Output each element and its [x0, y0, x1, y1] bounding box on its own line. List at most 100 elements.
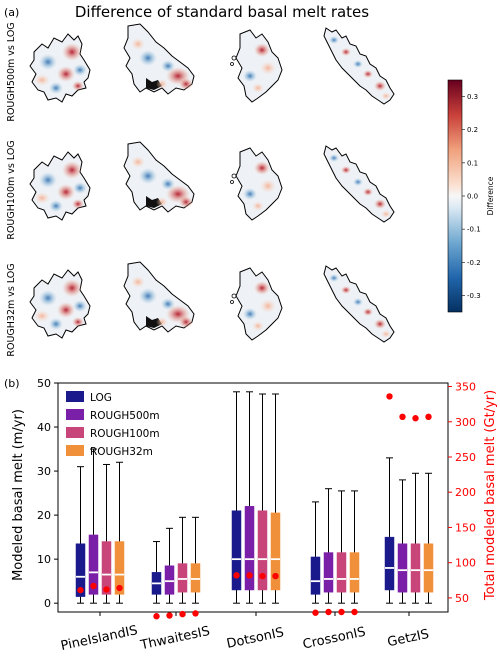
- box-log-dotsonis: [231, 391, 242, 604]
- box-rough100m-thwaitesis: [177, 516, 188, 618]
- box-iqr: [244, 506, 255, 591]
- box-iqr: [384, 536, 395, 591]
- panel-a-label: (a): [4, 6, 19, 19]
- box-rough500m-dotsonis: [244, 391, 255, 604]
- y-axis-label: Modeled basal melt (m/yr): [11, 409, 26, 581]
- y2-axis-label: Total modeled basal melt (Gt/yr): [483, 390, 498, 601]
- y-tick-label: 30: [37, 465, 51, 478]
- box-log-pineislandis: [75, 466, 86, 604]
- box-iqr: [423, 543, 434, 593]
- y2-tick-label: 150: [455, 521, 476, 534]
- row-label-rough32m: ROUGH32m vs LOG: [6, 263, 17, 356]
- colorbar-tick-label: 0.3: [467, 93, 478, 101]
- box-rough500m-getzis: [397, 413, 408, 604]
- map-grid: [29, 23, 395, 343]
- map-getz-row2: [323, 145, 395, 223]
- map-pineisland-row2: [29, 151, 91, 221]
- box-rough100m-dotsonis: [257, 393, 268, 604]
- legend-swatch: [66, 445, 84, 456]
- total-melt-point: [192, 610, 199, 617]
- box-iqr: [410, 543, 421, 593]
- y2-tick-label: 250: [455, 451, 476, 464]
- box-rough32m-thwaitesis: [190, 516, 201, 617]
- map-thwaites-row3: [123, 261, 195, 333]
- box-rough100m-pineislandis: [101, 463, 112, 604]
- box-iqr: [114, 541, 125, 595]
- total-melt-point: [77, 586, 84, 594]
- box-rough32m-dotsonis: [270, 393, 281, 604]
- box-rough100m-getzis: [410, 415, 421, 604]
- box-rough500m-crossonis: [323, 488, 334, 616]
- map-thwaites-row1: [123, 23, 195, 95]
- x-tick-label: CrossonIS: [301, 625, 367, 653]
- x-tick-label: GetzIS: [386, 627, 430, 650]
- total-melt-point: [153, 613, 160, 620]
- legend-label: ROUGH32m: [90, 446, 153, 458]
- panel-b: (b) 0 10 20 30 40 50 50 100 150 200 250 300 350 PineI…: [4, 377, 498, 654]
- panel-a: (a) Difference of standard basal melt ra…: [4, 3, 495, 357]
- colorbar-tick-label: 0.1: [467, 159, 478, 167]
- box-rough500m-thwaitesis: [164, 527, 175, 619]
- legend-label: ROUGH500m: [90, 410, 160, 422]
- box-iqr: [310, 556, 321, 595]
- box-iqr: [397, 543, 408, 593]
- plot-frame: [57, 382, 449, 613]
- box-rough500m-pineislandis: [88, 448, 99, 604]
- y-tick-label: 50: [37, 377, 51, 390]
- y-tick-label: 10: [37, 553, 51, 566]
- total-melt-point: [325, 608, 332, 616]
- total-melt-point: [399, 413, 406, 421]
- map-pineisland-row3: [29, 269, 91, 339]
- total-melt-point: [259, 572, 266, 580]
- colorbar-tick-label: -0.3: [467, 292, 481, 300]
- legend-label: ROUGH100m: [90, 428, 160, 440]
- box-iqr: [336, 552, 347, 593]
- total-melt-point: [272, 572, 279, 580]
- box-iqr: [75, 543, 86, 597]
- colorbar-tick-label: -0.1: [467, 226, 481, 234]
- map-thwaites-row2: [123, 141, 195, 213]
- box-log-getzis: [384, 393, 395, 604]
- box-iqr: [190, 563, 201, 593]
- x-tick-label: ThwaitesIS: [138, 624, 211, 654]
- colorbar-tick-label: 0.2: [467, 126, 478, 134]
- colorbar: 0.3 0.2 0.1 0.0 -0.1 -0.2 -0.3 Difference: [447, 79, 495, 313]
- colorbar-tick-label: 0.0: [467, 193, 478, 201]
- box-log-thwaitesis: [151, 541, 162, 620]
- total-melt-point: [312, 609, 319, 616]
- colorbar-tick-label: -0.2: [467, 259, 481, 267]
- legend-label: LOG: [90, 392, 112, 404]
- box-iqr: [323, 552, 334, 593]
- y-tick-label: 20: [37, 509, 51, 522]
- total-melt-point: [116, 584, 123, 592]
- row-label-rough500m: ROUGH500m vs LOG: [6, 22, 17, 121]
- legend-swatch: [66, 391, 84, 402]
- map-dotson-row1: [230, 29, 283, 103]
- box-rough32m-getzis: [423, 413, 434, 604]
- total-melt-point: [351, 608, 358, 616]
- total-melt-point: [233, 572, 240, 579]
- box-iqr: [88, 534, 99, 595]
- box-iqr: [177, 563, 188, 593]
- x-tick-label: PineIslandIS: [59, 623, 139, 654]
- box-rough100m-crossonis: [336, 490, 347, 616]
- legend-swatch: [66, 409, 84, 420]
- y2-tick-label: 300: [455, 416, 476, 429]
- box-iqr: [101, 541, 112, 595]
- total-melt-point: [412, 415, 419, 422]
- map-dotson-row2: [230, 147, 283, 221]
- total-melt-point: [166, 612, 173, 619]
- y-tick-label: 40: [37, 421, 51, 434]
- map-dotson-row3: [230, 267, 283, 341]
- total-melt-point: [90, 582, 97, 590]
- colorbar-ticks: 0.3 0.2 0.1 0.0 -0.1 -0.2 -0.3: [462, 93, 481, 300]
- total-melt-point: [246, 572, 253, 579]
- y2-tick-label: 200: [455, 486, 476, 499]
- row-label-rough100m: ROUGH100m vs LOG: [6, 140, 17, 239]
- legend: LOG ROUGH500m ROUGH100m ROUGH32m: [66, 391, 160, 458]
- map-getz-row3: [323, 265, 395, 343]
- map-pineisland-row1: [29, 33, 91, 103]
- box-iqr: [270, 512, 281, 591]
- total-melt-point: [386, 393, 393, 400]
- panel-a-title: Difference of standard basal melt rates: [75, 3, 369, 21]
